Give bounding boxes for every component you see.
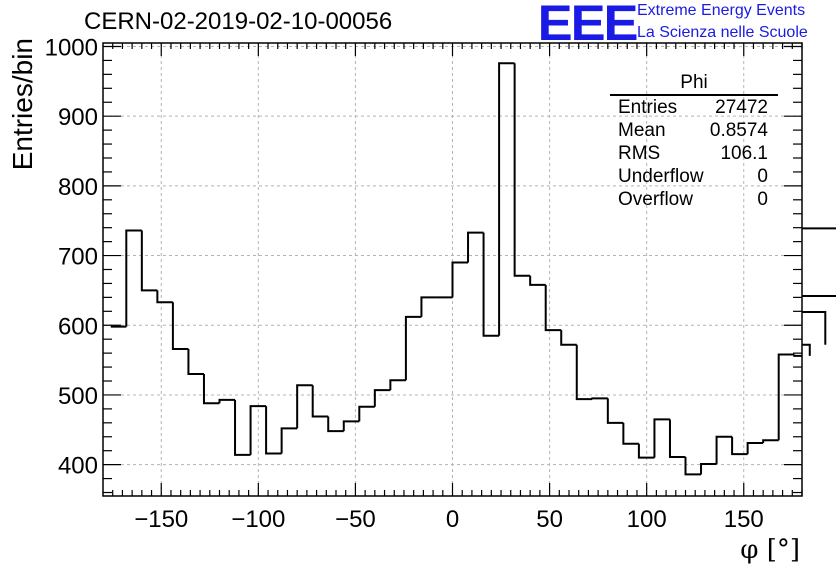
histogram-bin: [467, 231, 484, 263]
histogram-bin: [746, 442, 764, 455]
histogram-bin: [265, 406, 282, 455]
y-tick-label: 400: [58, 453, 98, 480]
histogram-bin: [802, 227, 836, 230]
stats-value: 0: [757, 166, 768, 187]
histogram-bin: [171, 302, 189, 350]
x-tick-label: −50: [335, 506, 376, 533]
histogram-bin: [575, 344, 593, 401]
histogram-bin: [668, 419, 686, 458]
stats-value: 27472: [715, 97, 768, 118]
y-tick-label: 1000: [45, 34, 98, 61]
histogram-bin: [777, 353, 795, 441]
histogram-bin: [498, 62, 515, 336]
histogram-bin: [591, 397, 608, 400]
histogram-bin: [389, 379, 406, 391]
histogram-bin: [420, 296, 437, 317]
plot-title: CERN-02-2019-02-10-00056: [84, 8, 393, 35]
histogram-bin: [482, 232, 500, 337]
labels-layer: −150 −100 −50 0 50 100 150 400 500 600 700 800 900 10…: [45, 34, 764, 533]
histogram-bin: [358, 405, 375, 422]
histogram-bin: [793, 354, 802, 357]
histogram-bin: [622, 422, 639, 445]
stats-row-mean: Mean 0.8574: [610, 119, 778, 142]
stats-label: Entries: [618, 97, 678, 118]
stats-row-rms: RMS 106.1: [610, 142, 778, 165]
y-tick-label: 800: [58, 174, 98, 201]
histogram-bin: [327, 416, 344, 433]
histogram-bin: [802, 311, 827, 345]
histogram-bin: [513, 63, 531, 277]
x-tick-label: 0: [446, 506, 459, 533]
histogram-bin: [187, 348, 204, 376]
stats-value: 106.1: [720, 143, 768, 164]
histogram-bin: [156, 290, 173, 304]
histogram-bin: [202, 374, 220, 405]
x-axis-label: φ [°]: [740, 535, 800, 565]
histogram-bin: [234, 399, 251, 456]
x-tick-label: 150: [724, 506, 764, 533]
histogram-bin: [451, 261, 469, 298]
x-tick-label: 50: [536, 506, 563, 533]
x-tick-label: −100: [231, 506, 285, 533]
histogram-bin: [762, 439, 779, 444]
histogram-bin: [296, 384, 313, 429]
histogram-bin: [249, 405, 267, 455]
stats-row-underflow: Underflow 0: [610, 165, 778, 188]
stats-title: Phi: [610, 72, 778, 96]
ticks-layer: [103, 43, 803, 496]
histogram-bin: [311, 385, 329, 418]
histogram-bin: [731, 436, 748, 456]
logo-subtitle-2: La Scienza nelle Scuole: [637, 24, 808, 41]
histogram-bin: [218, 398, 236, 404]
histogram-bin: [404, 315, 422, 381]
x-tick-label: −150: [134, 506, 188, 533]
y-tick-label: 600: [58, 313, 98, 340]
stats-box: Phi Entries 27472 Mean 0.8574 RMS 106.1 …: [610, 72, 778, 211]
histogram-bin: [637, 443, 655, 459]
stats-label: Mean: [618, 120, 666, 141]
histogram-bin: [802, 294, 836, 297]
stats-value: 0: [757, 189, 768, 210]
y-tick-label: 700: [58, 244, 98, 271]
stats-row-overflow: Overflow 0: [610, 188, 778, 211]
histogram-bin: [700, 462, 717, 475]
stats-value: 0.8574: [709, 120, 768, 141]
y-axis-label: Entries/bin: [7, 38, 38, 170]
stats-label: RMS: [618, 143, 661, 164]
histogram-bin: [606, 398, 624, 424]
stats-label: Overflow: [618, 189, 693, 210]
histogram-bin: [684, 456, 702, 476]
logo-subtitle-1: Extreme Energy Events: [637, 2, 806, 19]
histogram-bin: [560, 330, 577, 346]
stats-label: Underflow: [618, 166, 704, 187]
histogram-bin: [529, 275, 546, 286]
histogram-bin: [715, 435, 733, 464]
bars-layer: [110, 62, 836, 476]
y-tick-label: 900: [58, 104, 98, 131]
histogram-bin: [373, 389, 391, 407]
histogram-bin: [544, 284, 562, 332]
histogram-bin: [140, 230, 158, 292]
stats-row-entries: Entries 27472: [610, 96, 778, 119]
histogram-bin: [653, 418, 670, 458]
histogram-bin: [802, 343, 811, 356]
histogram-bin: [342, 420, 360, 432]
eee-logo-mark: EEE: [537, 0, 639, 51]
x-tick-label: 100: [627, 506, 667, 533]
histogram-bin: [125, 229, 142, 327]
y-tick-label: 500: [58, 383, 98, 410]
histogram-bin: [280, 427, 298, 454]
